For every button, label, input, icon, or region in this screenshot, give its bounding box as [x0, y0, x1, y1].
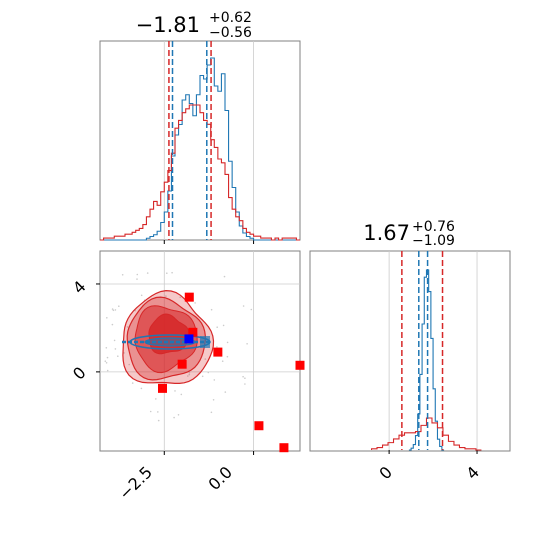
marginal-x-layer	[100, 41, 300, 244]
joint-sample-point	[226, 341, 229, 344]
joint-sample-point	[224, 391, 227, 393]
top-panel-title-sub: −0.56	[209, 25, 252, 41]
joint-sample-point	[188, 373, 191, 376]
joint-sample-point	[105, 347, 108, 349]
top-panel-title-sup: +0.62	[209, 10, 252, 26]
joint-sample-point	[244, 377, 246, 380]
joint-sample-point	[157, 411, 159, 413]
right-panel-title-sub: −1.09	[412, 233, 455, 249]
joint-sample-point	[222, 324, 225, 327]
joint-sample-point	[180, 393, 183, 396]
joint-sample-point	[165, 295, 167, 297]
joint-sample-point	[174, 390, 176, 392]
joint-sample-point	[207, 371, 210, 374]
joint-sample-point	[114, 348, 117, 350]
joint-sample-point	[204, 358, 207, 360]
joint-sample-point	[194, 302, 196, 304]
joint-sample-point	[246, 343, 248, 345]
joint-xtick-label-2: 0.0	[205, 463, 236, 494]
joint-sample-point	[210, 308, 213, 311]
joint-sample-point	[250, 308, 253, 311]
right-hist-blue	[408, 269, 445, 451]
right-xtick-label-2: 4	[462, 463, 483, 484]
joint-sample-point	[212, 399, 215, 401]
joint-sample-point	[113, 339, 116, 342]
joint-blue-edge-samples	[200, 336, 210, 348]
joint-sample-point	[105, 362, 108, 364]
joint-sample-point	[213, 379, 216, 381]
joint-red-square-6	[254, 421, 264, 431]
right-panel-title-main: 1.67	[363, 221, 410, 245]
joint-ytick-label-1: 0	[69, 363, 90, 384]
joint-sample-point	[155, 398, 157, 400]
right-hist-red	[370, 417, 482, 451]
joint-sample-point	[244, 383, 246, 385]
joint-sample-point	[136, 278, 138, 280]
joint-sample-point	[187, 375, 189, 377]
joint-sample-point	[140, 387, 143, 390]
joint-sample-point	[149, 410, 152, 413]
joint-sample-point	[140, 294, 143, 297]
joint-sample-point	[173, 416, 175, 419]
right-panel-title-sup: +0.76	[412, 219, 455, 235]
joint-sample-point	[171, 271, 173, 274]
joint-sample-point	[146, 272, 149, 274]
joint-sample-point	[210, 411, 213, 414]
joint-red-square-4	[177, 359, 187, 369]
joint-sample-point	[131, 382, 134, 384]
joint-sample-point	[112, 309, 115, 312]
joint-sample-point	[166, 272, 168, 275]
joint-xtick-label-1: −2.5	[115, 463, 156, 504]
joint-sample-point	[223, 275, 226, 278]
joint-sample-point	[111, 323, 114, 326]
joint-sample-point	[242, 375, 244, 378]
marginal-y-layer	[370, 251, 482, 454]
joint-sample-point	[216, 326, 218, 329]
top-hist-red	[100, 104, 300, 241]
joint-red-square-7	[295, 360, 305, 370]
joint-blue-square	[184, 334, 194, 344]
joint-sample-point	[106, 356, 109, 359]
joint-sample-point	[216, 346, 218, 348]
joint-sample-point	[136, 273, 139, 276]
joint-ytick-label-2: 4	[69, 277, 90, 298]
joint-sample-point	[114, 309, 117, 311]
top-left-panel	[99, 40, 301, 241]
joint-sample-point	[242, 305, 245, 307]
top-panel-title-main: −1.81	[136, 13, 200, 37]
joint-sample-point	[121, 274, 124, 276]
joint-red-square-3	[213, 347, 223, 357]
joint-red-square-2	[188, 327, 198, 337]
joint-red-square-1	[184, 292, 194, 302]
joint-sample-point	[126, 326, 129, 328]
top-hist-blue	[100, 57, 300, 241]
joint-sample-point	[104, 360, 107, 363]
joint-sample-point	[118, 305, 120, 308]
right-xtick-label-1: 0	[375, 463, 396, 484]
joint-sample-point	[188, 371, 191, 374]
joint-sample-point	[128, 363, 130, 366]
joint-sample-point	[179, 296, 181, 299]
joint-sample-point	[117, 355, 119, 358]
joint-sample-point	[221, 360, 224, 363]
joint-sample-point	[226, 355, 229, 358]
joint-sample-point	[157, 419, 160, 422]
joint-sample-point	[106, 317, 108, 319]
joint-layer	[96, 251, 305, 455]
bottom-right-panel	[309, 250, 511, 452]
joint-sample-point	[177, 414, 180, 416]
joint-red-square-8	[279, 443, 289, 453]
joint-sample-point	[111, 308, 114, 310]
joint-sample-point	[201, 375, 204, 378]
joint-red-square-5	[158, 383, 167, 393]
joint-sample-point	[106, 369, 109, 372]
